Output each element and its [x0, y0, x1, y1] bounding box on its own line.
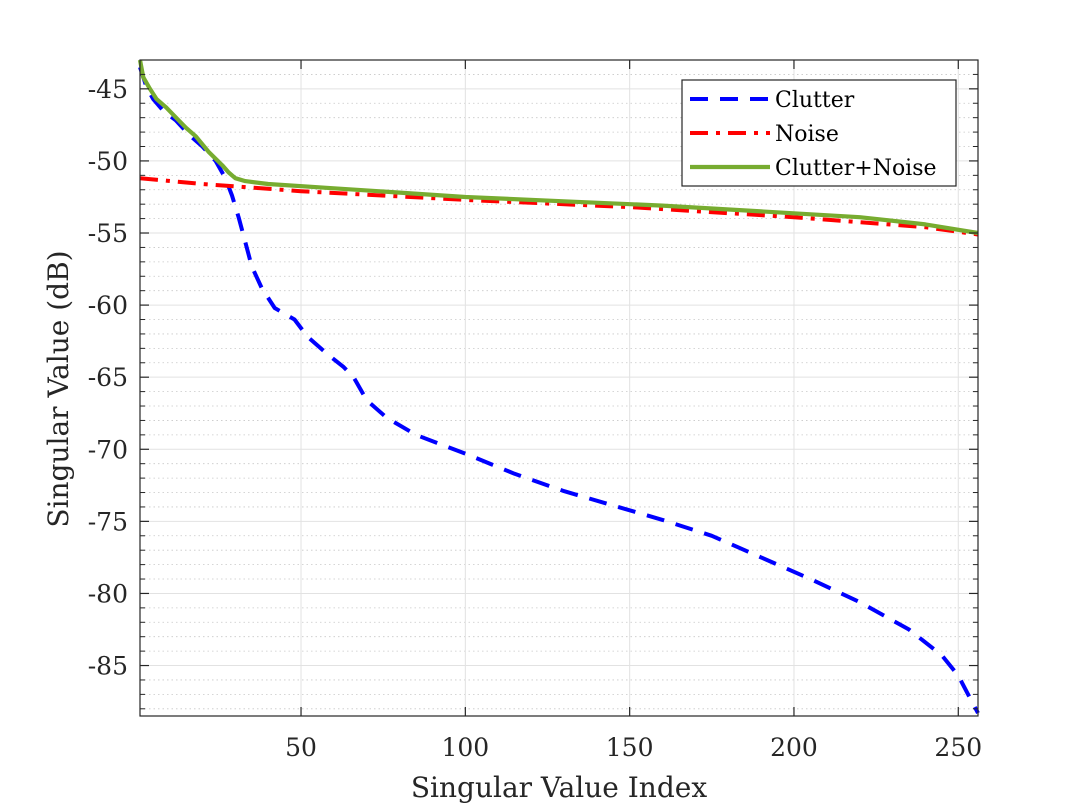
- x-tick-label: 100: [441, 733, 489, 762]
- x-tick-label: 50: [285, 733, 317, 762]
- x-axis-title: Singular Value Index: [411, 771, 707, 804]
- series-layer: [137, 59, 980, 715]
- x-tick-label: 200: [770, 733, 818, 762]
- x-tick-label: 150: [606, 733, 654, 762]
- legend-label: Noise: [775, 122, 839, 147]
- y-tick-label: -65: [88, 363, 128, 392]
- y-tick-labels: -45 -50 -55 -60 -65 -70 -75 -80 -85: [88, 75, 128, 681]
- axis-ticks: [140, 59, 978, 716]
- y-tick-label: -55: [88, 219, 128, 248]
- series-line-clutter-noise: [137, 59, 979, 236]
- y-tick-label: -60: [88, 291, 128, 320]
- legend-label: Clutter+Noise: [775, 156, 937, 181]
- legend: Clutter Noise Clutter+Noise: [681, 79, 957, 187]
- legend-label: Clutter: [775, 88, 855, 113]
- y-tick-label: -80: [88, 579, 128, 608]
- y-tick-label: -45: [88, 75, 128, 104]
- y-tick-label: -70: [88, 435, 128, 464]
- y-tick-label: -75: [88, 507, 128, 536]
- series-line-noise: [139, 176, 979, 237]
- x-tick-labels: 50 100 150 200 250: [285, 733, 982, 762]
- x-tick-label: 250: [934, 733, 982, 762]
- major-grid: [140, 60, 978, 716]
- y-tick-label: -85: [88, 652, 128, 681]
- y-tick-label: -50: [88, 147, 128, 176]
- y-axis-title: Singular Value (dB): [42, 250, 75, 527]
- axes-box: [139, 59, 979, 717]
